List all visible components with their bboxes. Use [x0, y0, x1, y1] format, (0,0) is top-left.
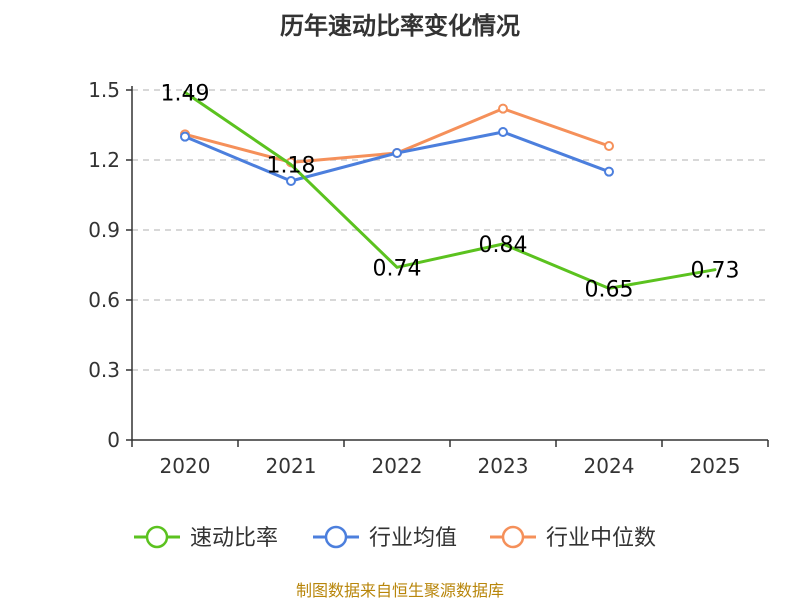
x-tick-label: 2025	[690, 454, 741, 478]
data-point[interactable]	[604, 166, 614, 177]
x-tick-label: 2024	[584, 454, 635, 478]
y-tick-label: 0.9	[88, 218, 120, 242]
legend-item-1[interactable]: 行业均值	[313, 525, 457, 551]
legend-item-0[interactable]: 速动比率	[134, 525, 278, 551]
axes: 0 0.3 0.6 0.9 1.2 1.5 2020 2021 2022 2023 2024 2025	[88, 78, 769, 478]
chart-title: 历年速动比率变化情况	[280, 12, 520, 40]
legend-marker	[145, 525, 169, 549]
legend-item-2[interactable]: 行业中位数	[490, 525, 656, 551]
legend-marker	[324, 525, 348, 549]
data-point[interactable]	[180, 131, 190, 142]
grid-lines	[132, 89, 768, 371]
y-tick-label: 1.2	[88, 148, 120, 172]
legend-label: 速动比率	[190, 526, 278, 551]
data-label: 0.73	[691, 259, 740, 284]
legend[interactable]: 速动比率 行业均值 行业中位数	[134, 525, 656, 551]
x-tick-label: 2022	[372, 454, 423, 478]
y-tick-label: 1.5	[88, 78, 120, 102]
data-labels: 1.49 1.18 0.74 0.84 0.65 0.73	[161, 81, 740, 302]
data-label: 0.65	[585, 277, 634, 302]
data-point[interactable]	[498, 127, 508, 137]
data-point[interactable]	[392, 148, 402, 158]
data-point[interactable]	[286, 176, 296, 186]
y-tick-label: 0	[107, 428, 120, 452]
legend-marker	[501, 525, 525, 549]
series-lines	[180, 90, 717, 290]
source-note: 制图数据来自恒生聚源数据库	[296, 581, 504, 600]
data-label: 0.84	[479, 233, 528, 258]
legend-label: 行业中位数	[546, 526, 656, 551]
data-label: 1.18	[267, 154, 316, 179]
data-label: 1.49	[161, 81, 210, 106]
x-tick-label: 2020	[160, 454, 211, 478]
data-point[interactable]	[604, 141, 614, 151]
y-tick-label: 0.3	[88, 358, 120, 382]
x-tick-label: 2023	[478, 454, 529, 478]
data-label: 0.74	[373, 256, 422, 281]
x-tick-label: 2021	[266, 454, 317, 478]
data-point[interactable]	[498, 103, 508, 114]
legend-label: 行业均值	[369, 526, 457, 551]
y-tick-label: 0.6	[88, 288, 120, 312]
series-line-0	[183, 90, 717, 290]
